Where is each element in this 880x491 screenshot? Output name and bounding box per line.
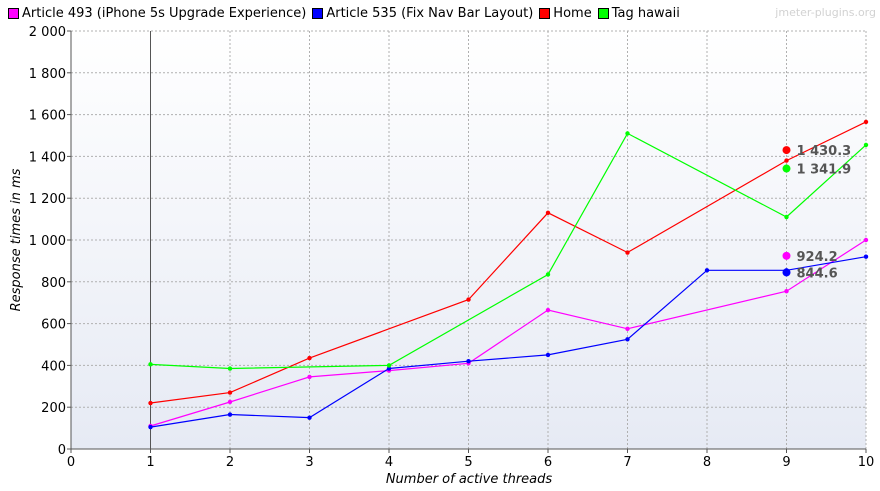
x-tick-label: 1	[146, 455, 154, 470]
x-tick-label: 8	[703, 455, 711, 470]
legend-item: Home	[539, 6, 592, 21]
x-tick-label: 6	[544, 455, 552, 470]
legend-item: Tag hawaii	[597, 6, 680, 21]
data-point	[545, 272, 551, 277]
data-point	[545, 307, 551, 313]
y-tick-label: 1 400	[29, 150, 66, 165]
legend-item: Article 493 (iPhone 5s Upgrade Experienc…	[8, 6, 306, 21]
y-tick-label: 0	[58, 443, 66, 458]
x-tick-label: 0	[67, 455, 75, 470]
legend-swatch	[8, 8, 19, 19]
legend: Article 493 (iPhone 5s Upgrade Experienc…	[8, 6, 680, 21]
data-point	[545, 352, 551, 358]
x-tick-label: 4	[385, 455, 393, 470]
data-point	[386, 366, 392, 371]
legend-item: Article 535 (Fix Nav Bar Layout)	[312, 6, 533, 21]
average-label: 924.2	[797, 250, 838, 265]
data-point	[863, 237, 869, 243]
data-point	[307, 415, 312, 420]
x-axis-label: Number of active threads	[386, 472, 553, 487]
y-tick-label: 1 800	[29, 67, 66, 82]
data-point	[148, 424, 153, 430]
y-tick-label: 1 600	[29, 109, 66, 124]
legend-label: Article 535 (Fix Nav Bar Layout)	[326, 6, 534, 21]
data-point	[625, 250, 630, 255]
series-layer	[148, 119, 869, 430]
data-point	[625, 326, 630, 332]
data-point	[307, 374, 312, 380]
data-point	[863, 254, 869, 259]
y-tick-label: 2 000	[29, 25, 66, 40]
x-tick-label: 7	[623, 455, 631, 470]
data-point	[466, 359, 471, 364]
legend-swatch	[312, 8, 324, 19]
data-point	[227, 366, 233, 371]
x-tick-label: 2	[226, 455, 234, 470]
data-point	[625, 337, 630, 342]
legend-swatch	[597, 8, 609, 19]
y-axis-label: Response times in ms	[9, 168, 24, 311]
series-line-1	[150, 256, 867, 428]
legend-label: Article 493 (iPhone 5s Upgrade Experienc…	[22, 6, 307, 21]
average-marker	[782, 268, 791, 277]
data-point	[545, 210, 551, 216]
x-tick-label: 3	[305, 455, 313, 470]
legend-swatch	[539, 8, 551, 19]
y-tick-label: 600	[41, 318, 66, 333]
legend-label: Tag hawaii	[611, 6, 680, 21]
data-point	[386, 363, 392, 368]
average-label: 1 430.3	[797, 144, 852, 159]
average-marker	[782, 146, 791, 155]
data-point	[307, 355, 312, 361]
x-tick-label: 5	[464, 455, 472, 470]
average-label: 1 341.9	[797, 163, 852, 178]
y-tick-label: 200	[41, 401, 66, 416]
average-label: 844.6	[797, 266, 838, 281]
axes: 0 200 400 600 800 1 000 1 200 1 400 1 600 1 800 2 …	[29, 25, 874, 470]
data-point	[625, 131, 630, 136]
x-tick-label: 10	[858, 455, 875, 470]
data-point	[148, 362, 153, 367]
average-marker	[782, 164, 791, 173]
average-marker	[782, 251, 791, 260]
data-point	[227, 399, 233, 405]
data-point	[784, 214, 789, 220]
data-point	[704, 268, 710, 273]
data-point	[466, 297, 471, 302]
data-point	[784, 158, 789, 163]
data-point	[863, 119, 869, 125]
series-line-2	[150, 121, 867, 404]
x-tick-label: 9	[782, 455, 790, 470]
data-point	[148, 400, 153, 406]
y-tick-label: 1 200	[29, 192, 66, 207]
data-point	[227, 390, 233, 395]
y-tick-label: 800	[41, 276, 66, 291]
watermark: jmeter-plugins.org	[775, 6, 876, 19]
y-tick-label: 400	[41, 359, 66, 374]
data-point	[227, 412, 233, 417]
data-point	[863, 142, 869, 148]
y-tick-label: 1 000	[29, 234, 66, 249]
legend-label: Home	[553, 6, 592, 21]
data-point	[784, 289, 789, 294]
